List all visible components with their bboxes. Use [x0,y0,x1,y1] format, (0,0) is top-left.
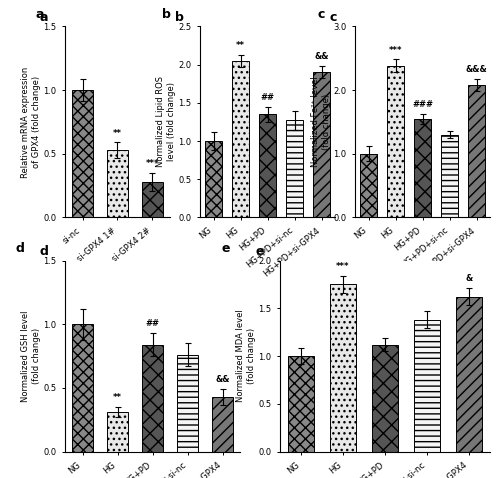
Text: &&: && [314,52,329,61]
Text: ***: *** [389,46,402,54]
Bar [206,141,222,217]
Text: b: b [175,11,184,24]
Y-axis label: Normalized Fe²⁺ level
(fold change): Normalized Fe²⁺ level (fold change) [311,76,330,167]
Bar [314,72,330,217]
Bar [288,356,314,452]
Text: ***: *** [146,159,159,168]
Text: **: ** [113,129,122,138]
Text: e: e [221,242,230,255]
Text: a: a [36,8,44,21]
Bar [414,119,430,217]
Text: c: c [317,8,324,21]
Text: &&: && [215,376,230,384]
Bar [414,320,440,452]
Y-axis label: Normalized MDA level
(fold change): Normalized MDA level (fold change) [236,310,256,402]
Text: ##: ## [260,93,274,102]
Text: a: a [40,11,48,24]
Bar [388,66,404,217]
Text: &: & [466,274,472,283]
Text: b: b [162,8,171,21]
Bar [72,324,93,452]
Text: c: c [330,11,338,24]
Y-axis label: Normalized Lipid ROS
level (fold change): Normalized Lipid ROS level (fold change) [156,76,176,167]
Bar [456,297,481,452]
Bar [360,154,376,217]
Bar [107,150,128,217]
Text: ##: ## [146,319,160,328]
Bar [142,182,163,217]
Text: &&&: &&& [466,65,487,74]
Text: d: d [16,242,25,255]
Text: ###: ### [412,100,433,109]
Bar [286,120,302,217]
Bar [330,284,355,452]
Text: **: ** [113,393,122,402]
Bar [72,90,93,217]
Bar [177,355,198,452]
Bar [107,412,128,452]
Text: **: ** [236,41,245,50]
Y-axis label: Normalized GSH level
(fold change): Normalized GSH level (fold change) [22,310,41,402]
Bar [142,345,163,452]
Bar [232,61,248,217]
Text: ***: *** [336,262,350,271]
Bar [442,135,458,217]
Bar [468,85,484,217]
Y-axis label: Relative mRNA expression
of GPX4 (fold change): Relative mRNA expression of GPX4 (fold c… [22,66,41,177]
Bar [260,114,276,217]
Text: d: d [40,245,49,258]
Text: e: e [255,245,264,258]
Bar [212,397,233,452]
Bar [372,345,398,452]
